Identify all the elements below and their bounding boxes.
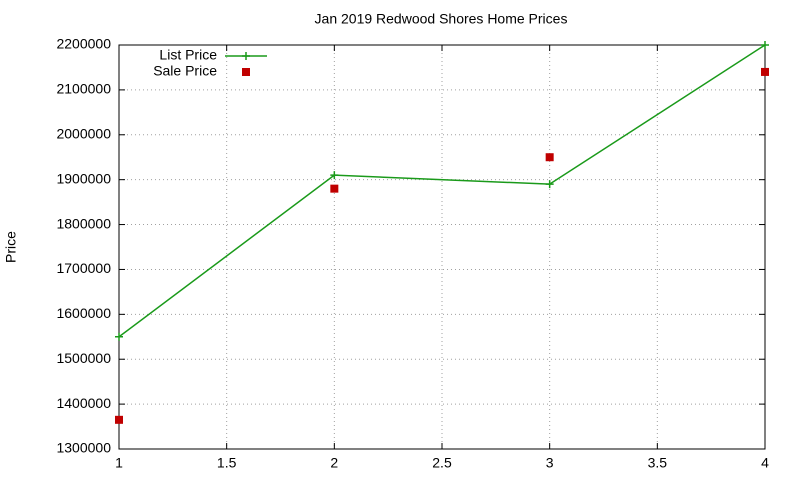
x-tick-label: 2.5	[432, 455, 452, 471]
plot-border	[118, 44, 766, 450]
y-tick-label: 1400000	[56, 395, 111, 411]
y-tick-label: 2100000	[56, 81, 111, 97]
legend-label: List Price	[159, 47, 217, 63]
data-point	[545, 180, 554, 189]
x-tick-label: 1	[115, 455, 123, 471]
x-tick-label: 3	[546, 455, 554, 471]
y-tick-label: 1500000	[56, 350, 111, 366]
data-point	[115, 332, 123, 341]
series-line	[118, 44, 766, 338]
legend-label: Sale Price	[153, 63, 217, 79]
x-tick-label: 4	[761, 455, 769, 471]
legend-marker	[242, 52, 250, 60]
legend-marker	[242, 68, 250, 76]
data-point	[330, 171, 339, 180]
y-tick-label: 1800000	[56, 215, 111, 231]
x-tick-label: 1.5	[217, 455, 237, 471]
data-point	[761, 41, 769, 49]
y-tick-label: 1900000	[56, 170, 111, 186]
y-axis-label: Price	[3, 231, 19, 263]
y-tick-label: 1300000	[56, 440, 111, 456]
y-tick-label: 2200000	[56, 36, 111, 52]
y-tick-label: 1600000	[56, 305, 111, 321]
y-tick-label: 1700000	[56, 260, 111, 276]
data-point	[330, 184, 339, 193]
x-tick-label: 3.5	[648, 455, 668, 471]
data-point	[115, 415, 123, 424]
data-point	[545, 153, 554, 162]
x-tick-label: 2	[330, 455, 338, 471]
chart-title: Jan 2019 Redwood Shores Home Prices	[315, 11, 568, 27]
data-point	[761, 67, 769, 76]
y-tick-label: 2000000	[56, 125, 111, 141]
